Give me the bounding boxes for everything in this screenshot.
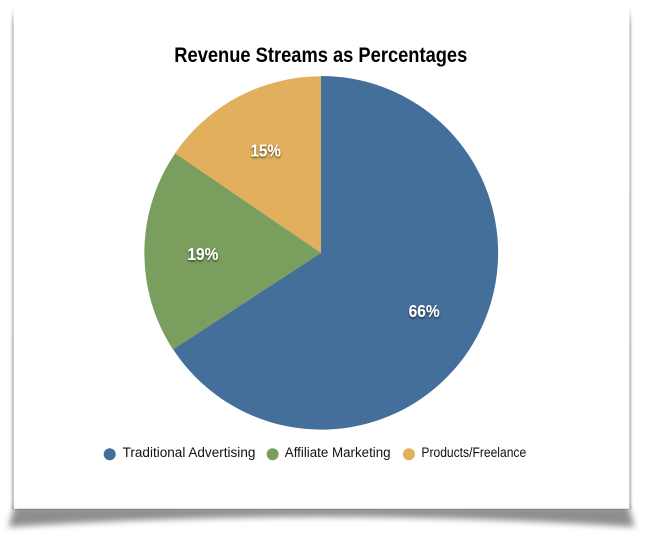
svg-text:Revenue Streams as Percentages: Revenue Streams as Percentages bbox=[174, 43, 467, 67]
svg-text:Affiliate Marketing: Affiliate Marketing bbox=[285, 445, 391, 460]
svg-text:Traditional Advertising: Traditional Advertising bbox=[123, 445, 256, 460]
svg-text:Products/Freelance: Products/Freelance bbox=[421, 445, 526, 460]
svg-text:15%: 15% bbox=[250, 140, 281, 160]
svg-text:66%: 66% bbox=[409, 301, 440, 321]
svg-text:19%: 19% bbox=[187, 244, 218, 264]
